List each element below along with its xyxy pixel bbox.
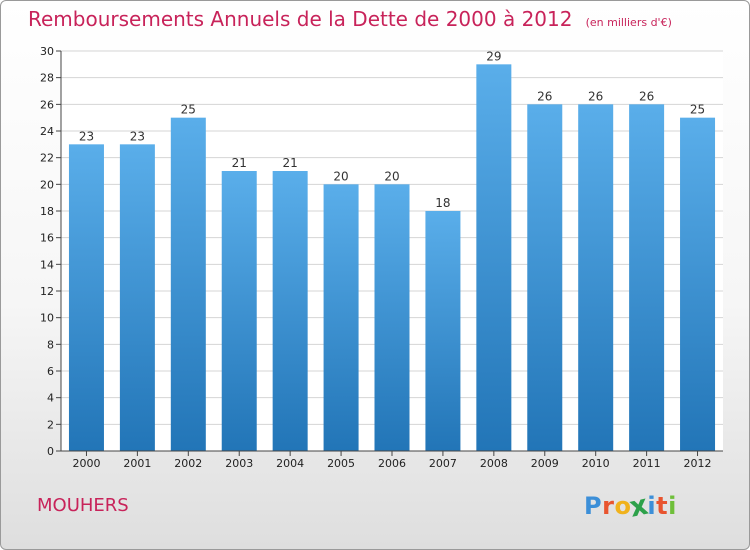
y-tick-label: 6 — [47, 365, 54, 378]
y-tick-label: 16 — [40, 232, 54, 245]
chart-title-block: Remboursements Annuels de la Dette de 20… — [28, 7, 672, 31]
chart-title: Remboursements Annuels de la Dette de 20… — [28, 7, 573, 31]
bar-2008 — [476, 64, 512, 452]
logo-letter: i — [647, 492, 657, 520]
y-tick-label: 28 — [40, 72, 54, 85]
data-label-2011: 26 — [639, 89, 654, 103]
x-tick-label-2001: 2001 — [123, 457, 151, 470]
bar-2001 — [119, 144, 155, 452]
bar-2007 — [425, 211, 461, 451]
y-tick-label: 24 — [40, 125, 54, 138]
x-tick-label-2000: 2000 — [72, 457, 100, 470]
x-tick-label-2007: 2007 — [429, 457, 457, 470]
y-tick-label: 2 — [47, 418, 54, 431]
x-tick-label-2003: 2003 — [225, 457, 253, 470]
y-tick-label: 26 — [40, 98, 54, 111]
data-label-2009: 26 — [537, 89, 552, 103]
commune-name: MOUHERS — [37, 495, 129, 516]
data-label-2002: 25 — [181, 103, 196, 117]
data-label-2006: 20 — [384, 169, 399, 183]
x-tick-label-2010: 2010 — [582, 457, 610, 470]
x-tick-label-2008: 2008 — [480, 457, 508, 470]
data-label-2004: 21 — [283, 156, 298, 170]
chart-unit-note: (en milliers d'€) — [585, 16, 672, 29]
bar-2011 — [629, 104, 665, 451]
bar-2005 — [323, 184, 359, 452]
logo-letter: o — [614, 492, 632, 520]
data-label-2003: 21 — [232, 156, 247, 170]
bar-2009 — [527, 104, 563, 451]
logo-letter: i — [668, 492, 677, 520]
data-label-2000: 23 — [79, 129, 94, 143]
bar-2012 — [680, 117, 716, 452]
logo-letter: t — [656, 492, 669, 520]
bar-2002 — [170, 117, 206, 452]
y-tick-label: 30 — [40, 45, 54, 58]
y-tick-label: 8 — [47, 338, 54, 351]
bar-2003 — [221, 171, 257, 451]
proxiti-logo: Proxiti — [584, 488, 677, 523]
y-tick-label: 14 — [40, 258, 54, 271]
data-label-2001: 23 — [130, 129, 145, 143]
bar-2006 — [374, 184, 410, 452]
x-tick-label-2011: 2011 — [633, 457, 661, 470]
data-label-2005: 20 — [333, 169, 348, 183]
y-tick-label: 0 — [47, 445, 54, 458]
bar-2000 — [68, 144, 104, 452]
x-tick-label-2002: 2002 — [174, 457, 202, 470]
bar-2004 — [272, 171, 308, 451]
y-tick-label: 22 — [40, 152, 54, 165]
y-tick-label: 12 — [40, 285, 54, 298]
x-tick-label-2004: 2004 — [276, 457, 304, 470]
y-tick-label: 20 — [40, 178, 54, 191]
x-tick-label-2005: 2005 — [327, 457, 355, 470]
x-tick-label-2012: 2012 — [684, 457, 712, 470]
x-tick-label-2006: 2006 — [378, 457, 406, 470]
data-label-2007: 18 — [435, 196, 450, 210]
y-tick-label: 4 — [47, 392, 54, 405]
data-label-2008: 29 — [486, 49, 501, 63]
x-tick-label-2009: 2009 — [531, 457, 559, 470]
logo-letter: r — [602, 492, 615, 520]
logo-letter: P — [584, 492, 603, 520]
data-label-2010: 26 — [588, 89, 603, 103]
y-tick-label: 18 — [40, 205, 54, 218]
bar-2010 — [578, 104, 614, 451]
data-label-2012: 25 — [690, 103, 705, 117]
y-tick-label: 10 — [40, 312, 54, 325]
